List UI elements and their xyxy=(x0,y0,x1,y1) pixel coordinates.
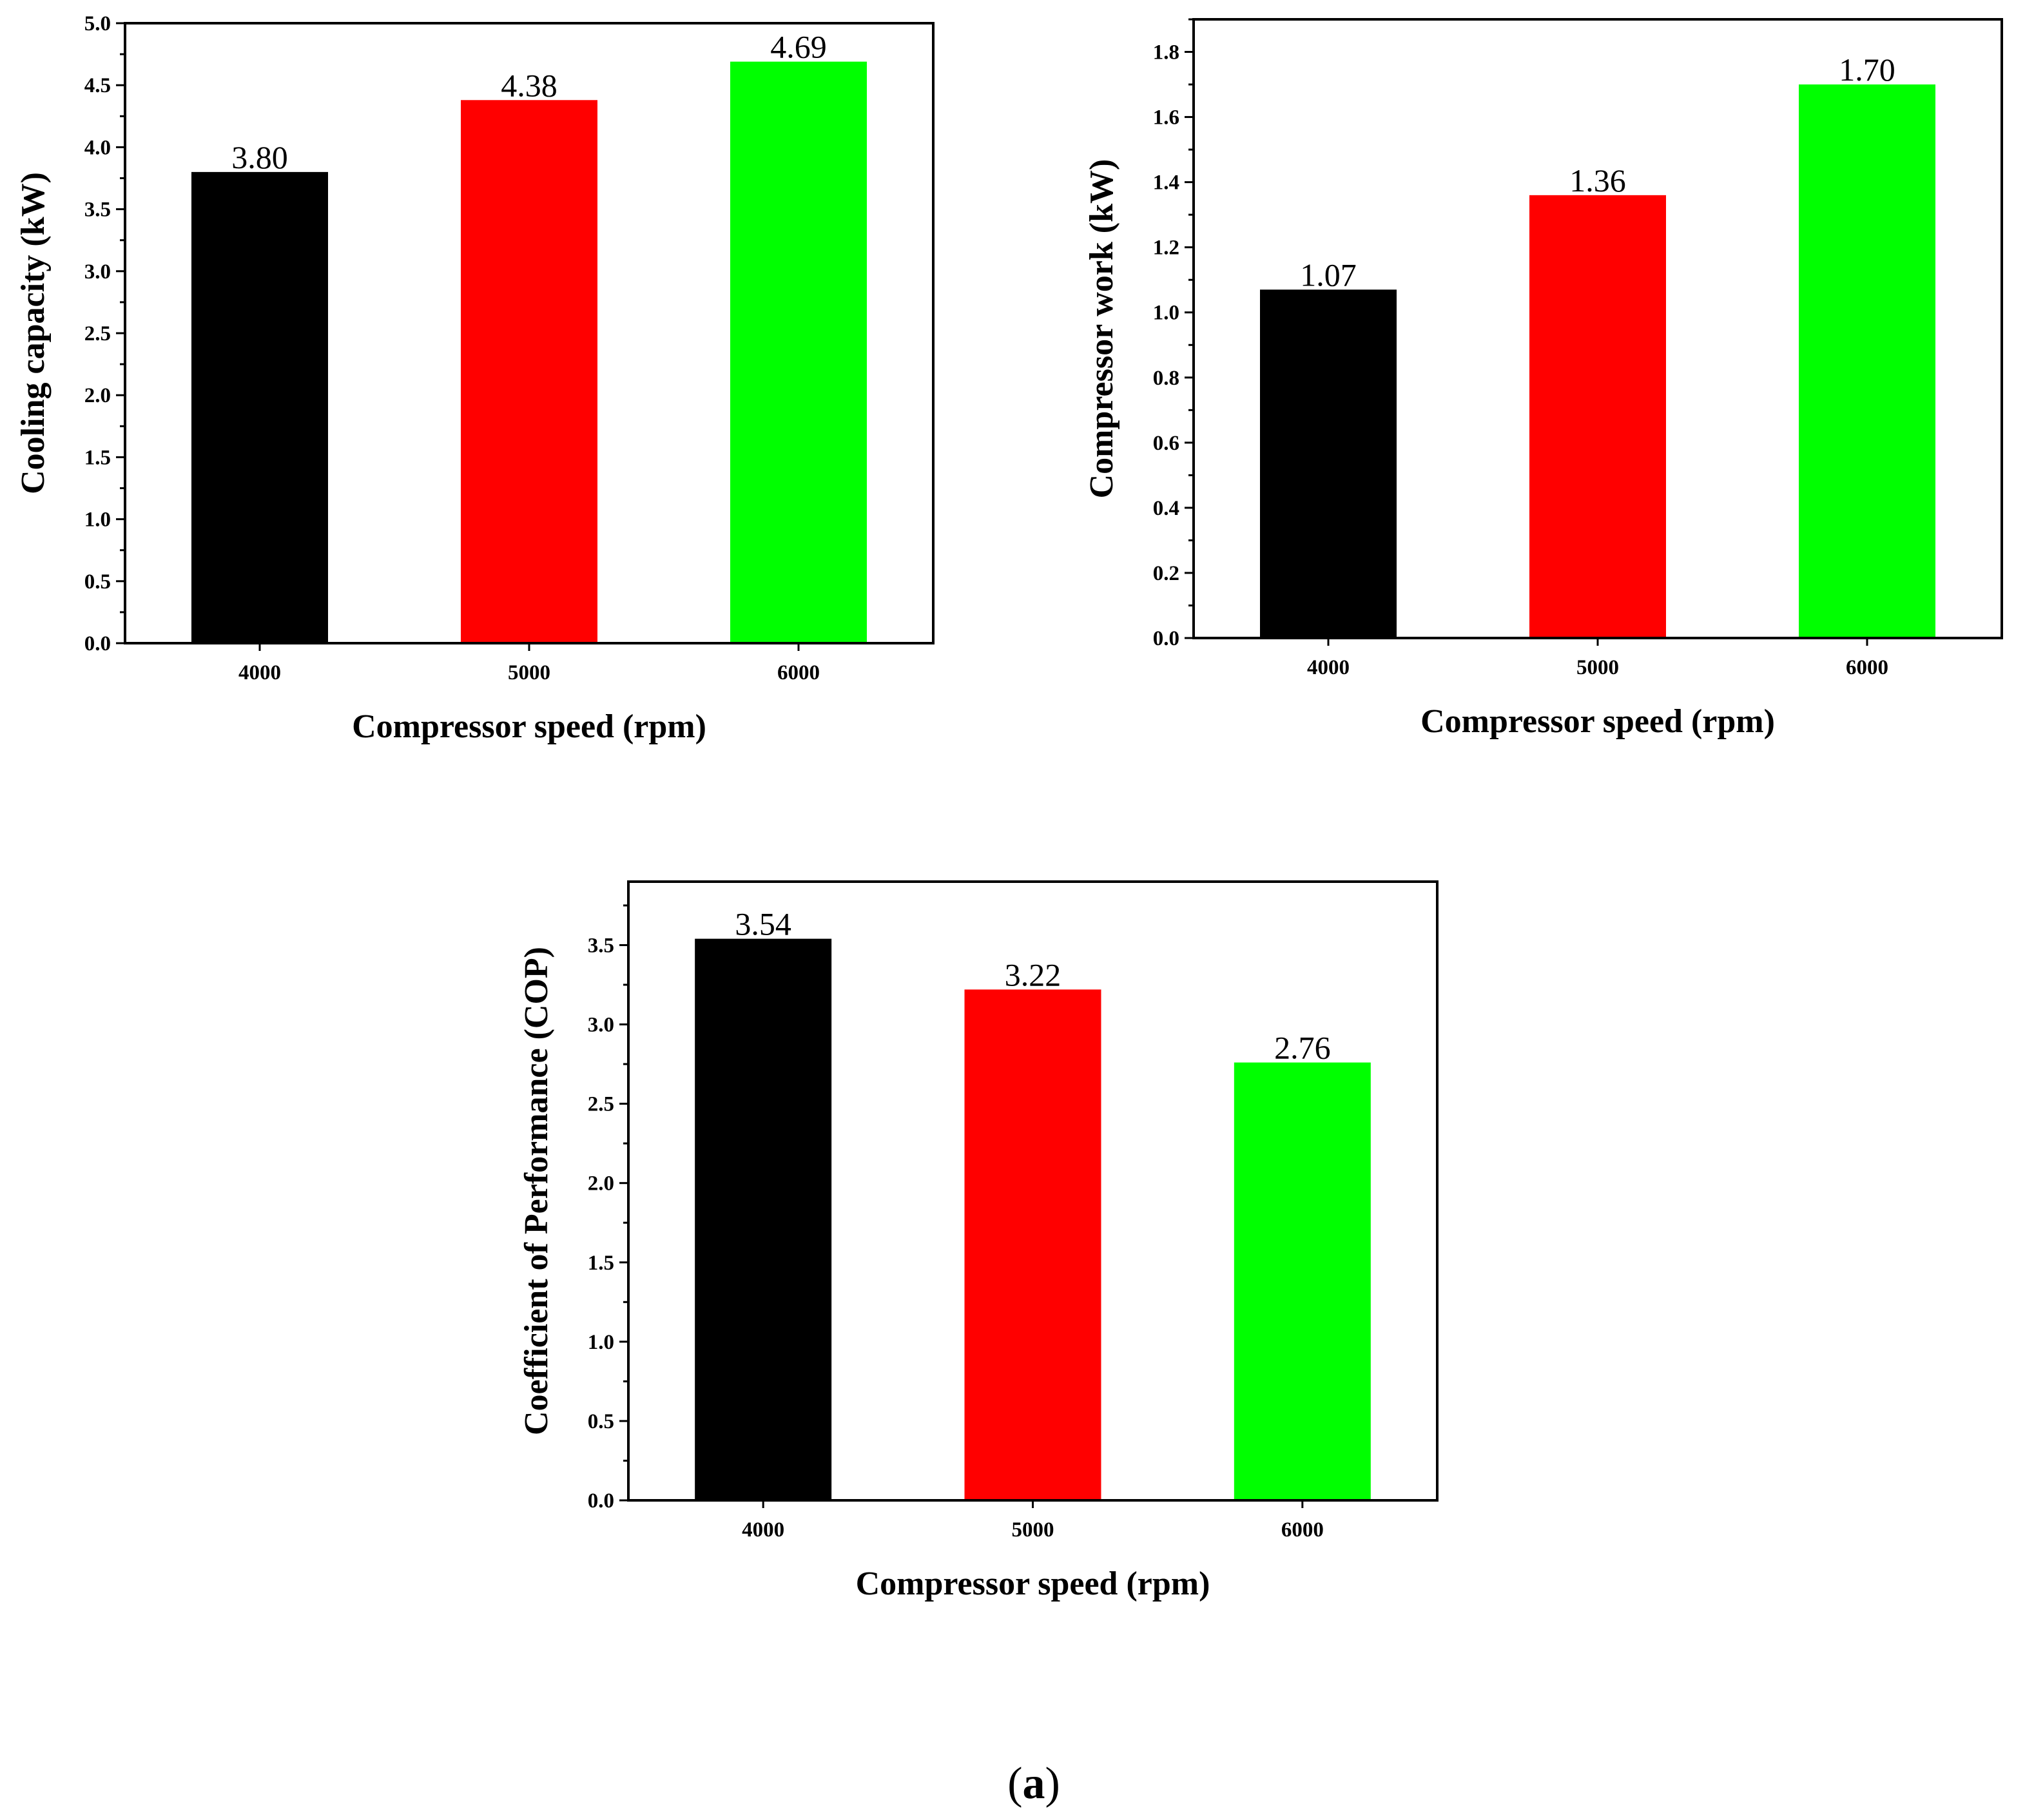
cooling-capacity-value-label-4000: 3.80 xyxy=(231,139,288,175)
compressor-work-x-tick-label-4000: 4000 xyxy=(1307,656,1350,679)
cop-y-tick-label: 3.5 xyxy=(588,934,614,957)
compressor-work-y-tick-label: 0.8 xyxy=(1153,367,1179,390)
compressor-work-y-tick-label: 1.2 xyxy=(1153,237,1179,260)
cop-y-axis-title: Coefficient of Performance (COP) xyxy=(518,947,555,1435)
cooling-capacity-value-label-5000: 4.38 xyxy=(501,67,557,103)
cop-y-tick-label: 2.0 xyxy=(588,1172,614,1196)
compressor-work-y-tick-label: 1.0 xyxy=(1153,302,1179,325)
compressor-work-value-label-4000: 1.07 xyxy=(1300,257,1357,293)
cooling-capacity-y-axis-title: Cooling capacity (kW) xyxy=(15,172,52,494)
compressor-work-y-axis-title: Compressor work (kW) xyxy=(1083,159,1120,499)
compressor-work-y-tick-label: 0.6 xyxy=(1153,432,1179,455)
cop-bar-6000 xyxy=(1234,1063,1371,1500)
cooling-capacity-y-tick-label: 1.0 xyxy=(84,508,111,532)
cop-bar-5000 xyxy=(965,989,1101,1500)
cooling-capacity-chart: 3.80 4000 4.38 5000 4.69 6000 0.0 0.5 1.0 1.5 2.0 2… xyxy=(15,12,933,745)
cop-y-tick-label: 3.0 xyxy=(588,1014,614,1037)
cooling-capacity-y-tick-label: 4.5 xyxy=(84,74,111,97)
cop-x-tick-label-4000: 4000 xyxy=(742,1518,784,1542)
cop-x-tick-label-5000: 5000 xyxy=(1012,1518,1054,1542)
cop-chart: 3.54 4000 3.22 5000 2.76 6000 0.0 0.5 1.0 1.5 2.0 2… xyxy=(518,882,1437,1602)
compressor-work-y-tick-label: 1.6 xyxy=(1153,106,1179,130)
cooling-capacity-y-tick-label: 1.5 xyxy=(84,446,111,469)
cop-value-label-6000: 2.76 xyxy=(1274,1030,1331,1066)
compressor-work-value-label-6000: 1.70 xyxy=(1839,52,1895,88)
cooling-capacity-bar-5000 xyxy=(461,100,597,643)
cooling-capacity-x-tick-label-4000: 4000 xyxy=(238,661,281,684)
cop-y-tick-label: 1.0 xyxy=(588,1331,614,1354)
cooling-capacity-y-tick-label: 3.5 xyxy=(84,198,111,222)
cop-y-tick-label: 0.5 xyxy=(588,1410,614,1433)
compressor-work-y-tick-label: 0.4 xyxy=(1153,497,1179,520)
cooling-capacity-x-tick-label-5000: 5000 xyxy=(508,661,550,684)
cop-x-tick-label-6000: 6000 xyxy=(1281,1518,1324,1542)
compressor-work-bar-6000 xyxy=(1799,84,1935,638)
compressor-work-y-tick-label: 0.0 xyxy=(1153,627,1179,650)
figure-caption: (a) xyxy=(1007,1759,1060,1808)
cooling-capacity-bar-6000 xyxy=(730,62,867,643)
compressor-work-y-tick-label: 1.8 xyxy=(1153,41,1179,64)
compressor-work-chart: 1.07 4000 1.36 5000 1.70 6000 0.0 0.2 0.4 0.6 0.8 1… xyxy=(1083,19,2002,740)
cooling-capacity-y-tick-label: 0.0 xyxy=(84,632,111,655)
figure-canvas: 3.80 4000 4.38 5000 4.69 6000 0.0 0.5 1.0 1.5 2.0 2… xyxy=(0,0,2025,1820)
compressor-work-x-axis-title: Compressor speed (rpm) xyxy=(1420,703,1775,740)
cooling-capacity-y-tick-label: 2.0 xyxy=(84,384,111,407)
compressor-work-y-tick-label: 1.4 xyxy=(1153,171,1179,195)
compressor-work-bar-5000 xyxy=(1529,195,1666,638)
cooling-capacity-y-tick-label: 0.5 xyxy=(84,570,111,594)
cooling-capacity-x-axis-title: Compressor speed (rpm) xyxy=(352,708,706,745)
compressor-work-x-tick-label-6000: 6000 xyxy=(1846,656,1888,679)
caption-open-paren: ( xyxy=(1007,1759,1022,1808)
cooling-capacity-x-tick-label-6000: 6000 xyxy=(777,661,820,684)
cop-bar-4000 xyxy=(695,939,831,1500)
cooling-capacity-y-tick-label: 2.5 xyxy=(84,322,111,345)
cooling-capacity-y-tick-label: 3.0 xyxy=(84,260,111,284)
cop-y-tick-label: 2.5 xyxy=(588,1093,614,1116)
caption-close-paren: ) xyxy=(1045,1759,1060,1808)
cop-x-axis-title: Compressor speed (rpm) xyxy=(856,1565,1210,1602)
cop-y-tick-label: 0.0 xyxy=(588,1489,614,1513)
cop-value-label-4000: 3.54 xyxy=(735,906,791,942)
compressor-work-value-label-5000: 1.36 xyxy=(1569,162,1626,198)
cop-value-label-5000: 3.22 xyxy=(1005,956,1061,992)
caption-letter: a xyxy=(1023,1759,1045,1808)
cooling-capacity-value-label-6000: 4.69 xyxy=(770,29,827,65)
compressor-work-x-tick-label-5000: 5000 xyxy=(1576,656,1619,679)
cop-y-tick-label: 1.5 xyxy=(588,1252,614,1275)
cooling-capacity-y-tick-label: 4.0 xyxy=(84,136,111,159)
compressor-work-bar-4000 xyxy=(1260,289,1397,638)
cooling-capacity-bar-4000 xyxy=(191,172,328,643)
cooling-capacity-y-tick-label: 5.0 xyxy=(84,12,111,35)
compressor-work-y-tick-label: 0.2 xyxy=(1153,562,1179,585)
